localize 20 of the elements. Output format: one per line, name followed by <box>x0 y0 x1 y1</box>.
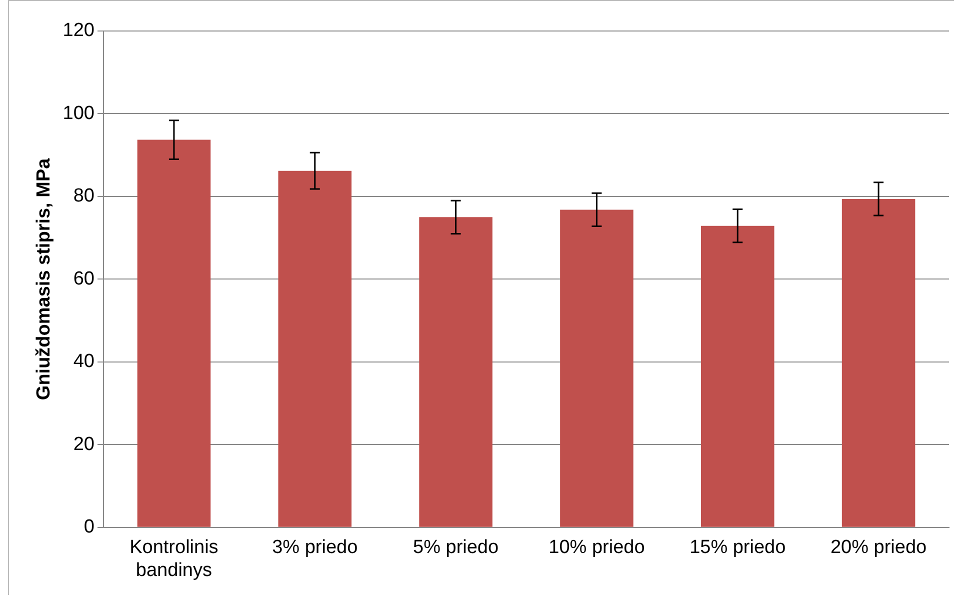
y-tick-label: 80 <box>73 186 94 207</box>
bar <box>137 140 211 527</box>
y-tick-label: 60 <box>73 268 94 290</box>
y-tick-label: 40 <box>73 351 94 372</box>
y-axis-title: Gniuždomasis stipris, MPa <box>34 158 55 400</box>
x-tick-label: 5% priedo <box>413 537 499 558</box>
x-tick-label: 3% priedo <box>272 537 358 558</box>
y-tick-label: 20 <box>73 434 94 455</box>
bar <box>842 198 916 527</box>
y-tick-label: 120 <box>62 20 94 42</box>
x-tick-label: 15% priedo <box>690 537 786 558</box>
x-tick-label: Kontrolinis bandinys <box>130 537 218 581</box>
bar <box>700 226 774 527</box>
x-tick-label: 20% priedo <box>830 537 927 558</box>
bar <box>419 217 492 527</box>
x-tick-label: 10% priedo <box>548 537 645 558</box>
y-tick-label: 100 <box>62 102 94 124</box>
y-tick-label: 0 <box>84 516 94 538</box>
bar <box>278 170 352 527</box>
bar <box>560 210 634 527</box>
